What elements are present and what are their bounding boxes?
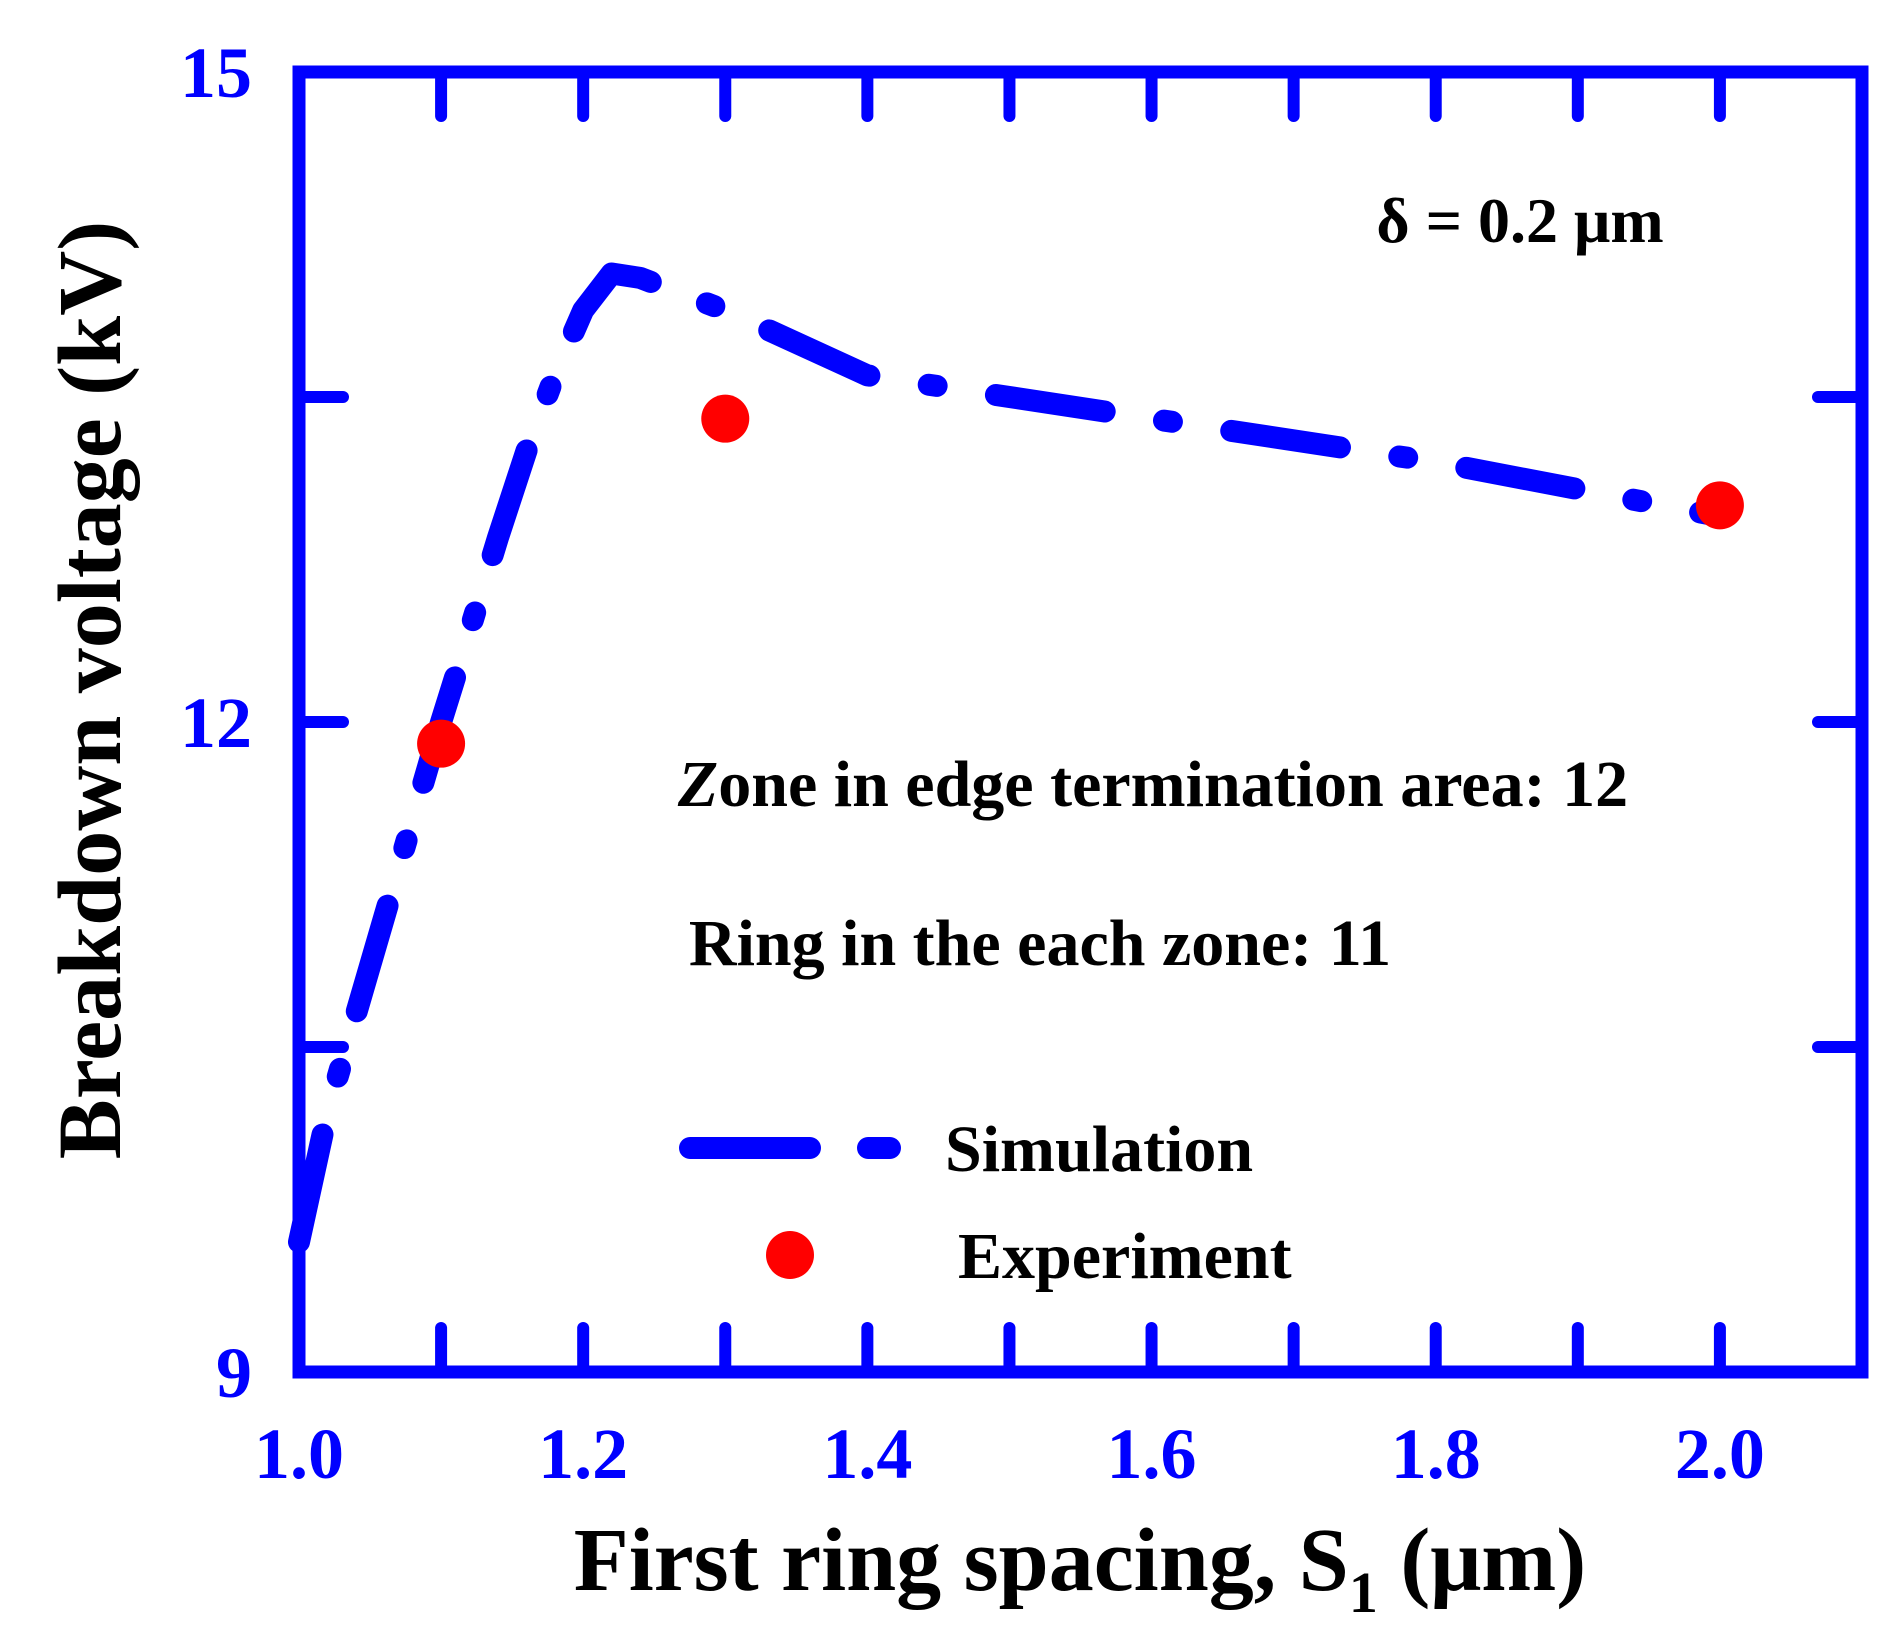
- plot-frame: [292, 65, 1869, 1379]
- annotation-zone-italic-letter: Z: [677, 748, 718, 821]
- x-axis-title-main: First ring spacing, S: [574, 1511, 1349, 1610]
- y-tick-label: 9: [216, 1333, 252, 1413]
- y-tick-label: 12: [180, 683, 252, 763]
- experiment-point: [701, 394, 750, 443]
- x-tick-label: 1.4: [822, 1414, 912, 1494]
- simulation-line: [288, 262, 1731, 1253]
- annotation-zone-text: one in edge termination area: 12: [718, 748, 1628, 821]
- experiment-point: [417, 719, 466, 768]
- annotation-zone-count: Zone in edge termination area: 12: [677, 748, 1628, 821]
- annotation-delta: δ = 0.2 μm: [1376, 185, 1663, 256]
- legend-experiment-label: Experiment: [958, 1220, 1292, 1293]
- experiment-point: [1695, 481, 1744, 530]
- x-tick-label: 1.2: [538, 1414, 628, 1494]
- x-axis-title-subscript: 1: [1349, 1560, 1378, 1625]
- x-tick-label: 2.0: [1675, 1414, 1765, 1494]
- legend: Simulation Experiment: [679, 1113, 1292, 1293]
- x-tick-label: 1.8: [1391, 1414, 1481, 1494]
- series-layer: [288, 262, 1744, 1253]
- tick-labels: 1.0 1.2 1.4 1.6 1.8 2.0 9 12 15: [180, 33, 1765, 1494]
- x-tick-label: 1.0: [254, 1414, 344, 1494]
- legend-experiment-marker: [766, 1231, 814, 1279]
- legend-simulation-label: Simulation: [945, 1113, 1253, 1186]
- annotation-ring-count: Ring in the each zone: 11: [689, 907, 1391, 980]
- x-axis-title: First ring spacing, S1 (μm): [574, 1511, 1587, 1625]
- x-axis-title-unit: (μm): [1378, 1511, 1586, 1610]
- x-tick-label: 1.6: [1107, 1414, 1197, 1494]
- y-axis-title: Breakdown voltage (kV): [41, 221, 140, 1159]
- y-tick-label: 15: [180, 33, 252, 113]
